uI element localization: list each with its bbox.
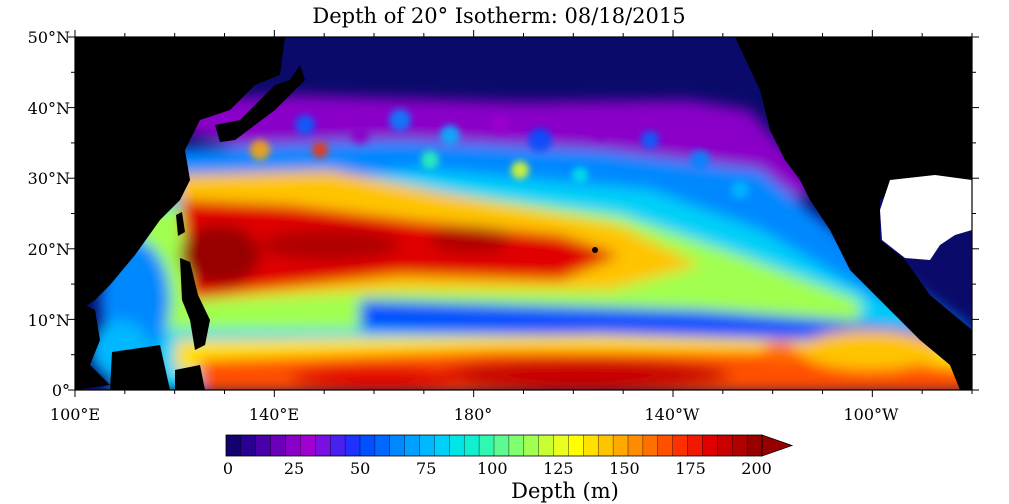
colorbar-tick-labels: 0 25 50 75 100 125 150 175 200 (223, 459, 772, 478)
colorbar-swatch (270, 435, 286, 456)
colorbar-swatch (553, 435, 569, 456)
colorbar-tick-label: 75 (416, 459, 436, 478)
lat-label-50n: 50°N (28, 28, 70, 47)
colorbar-swatch (345, 435, 361, 456)
eddy-texture (250, 109, 749, 199)
axis-ticks (68, 30, 979, 397)
colorbar-swatch (494, 435, 510, 456)
colorbar-swatch (255, 435, 272, 456)
colorbar-swatch (464, 435, 480, 456)
colorbar-swatch (226, 435, 242, 456)
colorbar-swatch (300, 435, 316, 456)
colorbar-swatch (702, 435, 718, 456)
colorbar-swatch (240, 435, 257, 456)
longitude-labels: 100°E 140°E 180° 140°W 100°W (50, 405, 899, 424)
map-plot-area (75, 37, 972, 390)
depth-field (90, 95, 972, 390)
colorbar-swatch (747, 435, 763, 456)
north-america-landmass (735, 37, 972, 390)
lat-label-20n: 20°N (28, 240, 70, 259)
colorbar-swatch (628, 435, 644, 456)
colorbar-tick-label: 200 (741, 459, 772, 478)
colorbar-swatch (374, 435, 391, 456)
colorbar-tick-label: 150 (609, 459, 640, 478)
colorbar-swatch (285, 435, 301, 456)
asia-landmass (75, 37, 285, 310)
philippines-islands (180, 258, 210, 350)
lon-label-180: 180° (454, 405, 493, 424)
taiwan-island (176, 212, 185, 236)
hawaii-islands (592, 247, 598, 253)
colorbar (225, 434, 794, 457)
colorbar-swatch (657, 435, 674, 456)
lat-label-equator: 0° (52, 381, 70, 400)
sulawesi-island (175, 365, 205, 390)
colorbar-swatch (672, 435, 688, 456)
colorbar-swatch (419, 435, 435, 456)
latitude-labels: 50°N 40°N 30°N 20°N 10°N 0° (28, 28, 70, 400)
gulf-of-mexico-mask (880, 175, 972, 260)
colorbar-swatch (642, 435, 659, 456)
lon-label-140e: 140°E (249, 405, 299, 424)
colorbar-swatch (360, 435, 376, 456)
borneo-landmass (110, 345, 170, 390)
colorbar-swatch (389, 435, 406, 456)
colorbar-swatch (598, 435, 614, 456)
colorbar-swatch (449, 435, 465, 456)
lon-label-140w: 140°W (645, 405, 701, 424)
colorbar-label: Depth (m) (511, 479, 619, 503)
colorbar-swatch (613, 435, 629, 456)
map-title: Depth of 20° Isotherm: 08/18/2015 (312, 4, 685, 28)
lon-label-100e: 100°E (50, 405, 100, 424)
colorbar-swatch (315, 435, 331, 456)
colorbar-swatch (508, 435, 525, 456)
lat-label-40n: 40°N (28, 99, 70, 118)
colorbar-swatch (434, 435, 450, 456)
southeast-asia-landmass (75, 300, 110, 390)
colorbar-swatch (523, 435, 540, 456)
colorbar-swatch (479, 435, 495, 456)
colorbar-tick-label: 25 (284, 459, 304, 478)
lat-label-30n: 30°N (28, 169, 70, 188)
colorbar-swatch (538, 435, 554, 456)
colorbar-swatch (583, 435, 599, 456)
colorbar-swatch (568, 435, 584, 456)
japan-landmass (215, 65, 305, 142)
colorbar-swatch (717, 435, 733, 456)
colorbar-swatch (687, 435, 703, 456)
colorbar-tick-label: 125 (543, 459, 574, 478)
lat-label-10n: 10°N (28, 311, 70, 330)
colorbar-overflow-arrow (761, 434, 794, 457)
colorbar-tick-label: 50 (350, 459, 370, 478)
colorbar-tick-label: 100 (477, 459, 508, 478)
colorbar-tick-label: 175 (675, 459, 706, 478)
colorbar-swatch (404, 435, 420, 456)
land-masses (75, 37, 972, 390)
colorbar-swatch (732, 435, 748, 456)
lon-label-100w: 100°W (844, 405, 900, 424)
colorbar-tick-label: 0 (223, 459, 233, 478)
colorbar-swatch (330, 435, 346, 456)
